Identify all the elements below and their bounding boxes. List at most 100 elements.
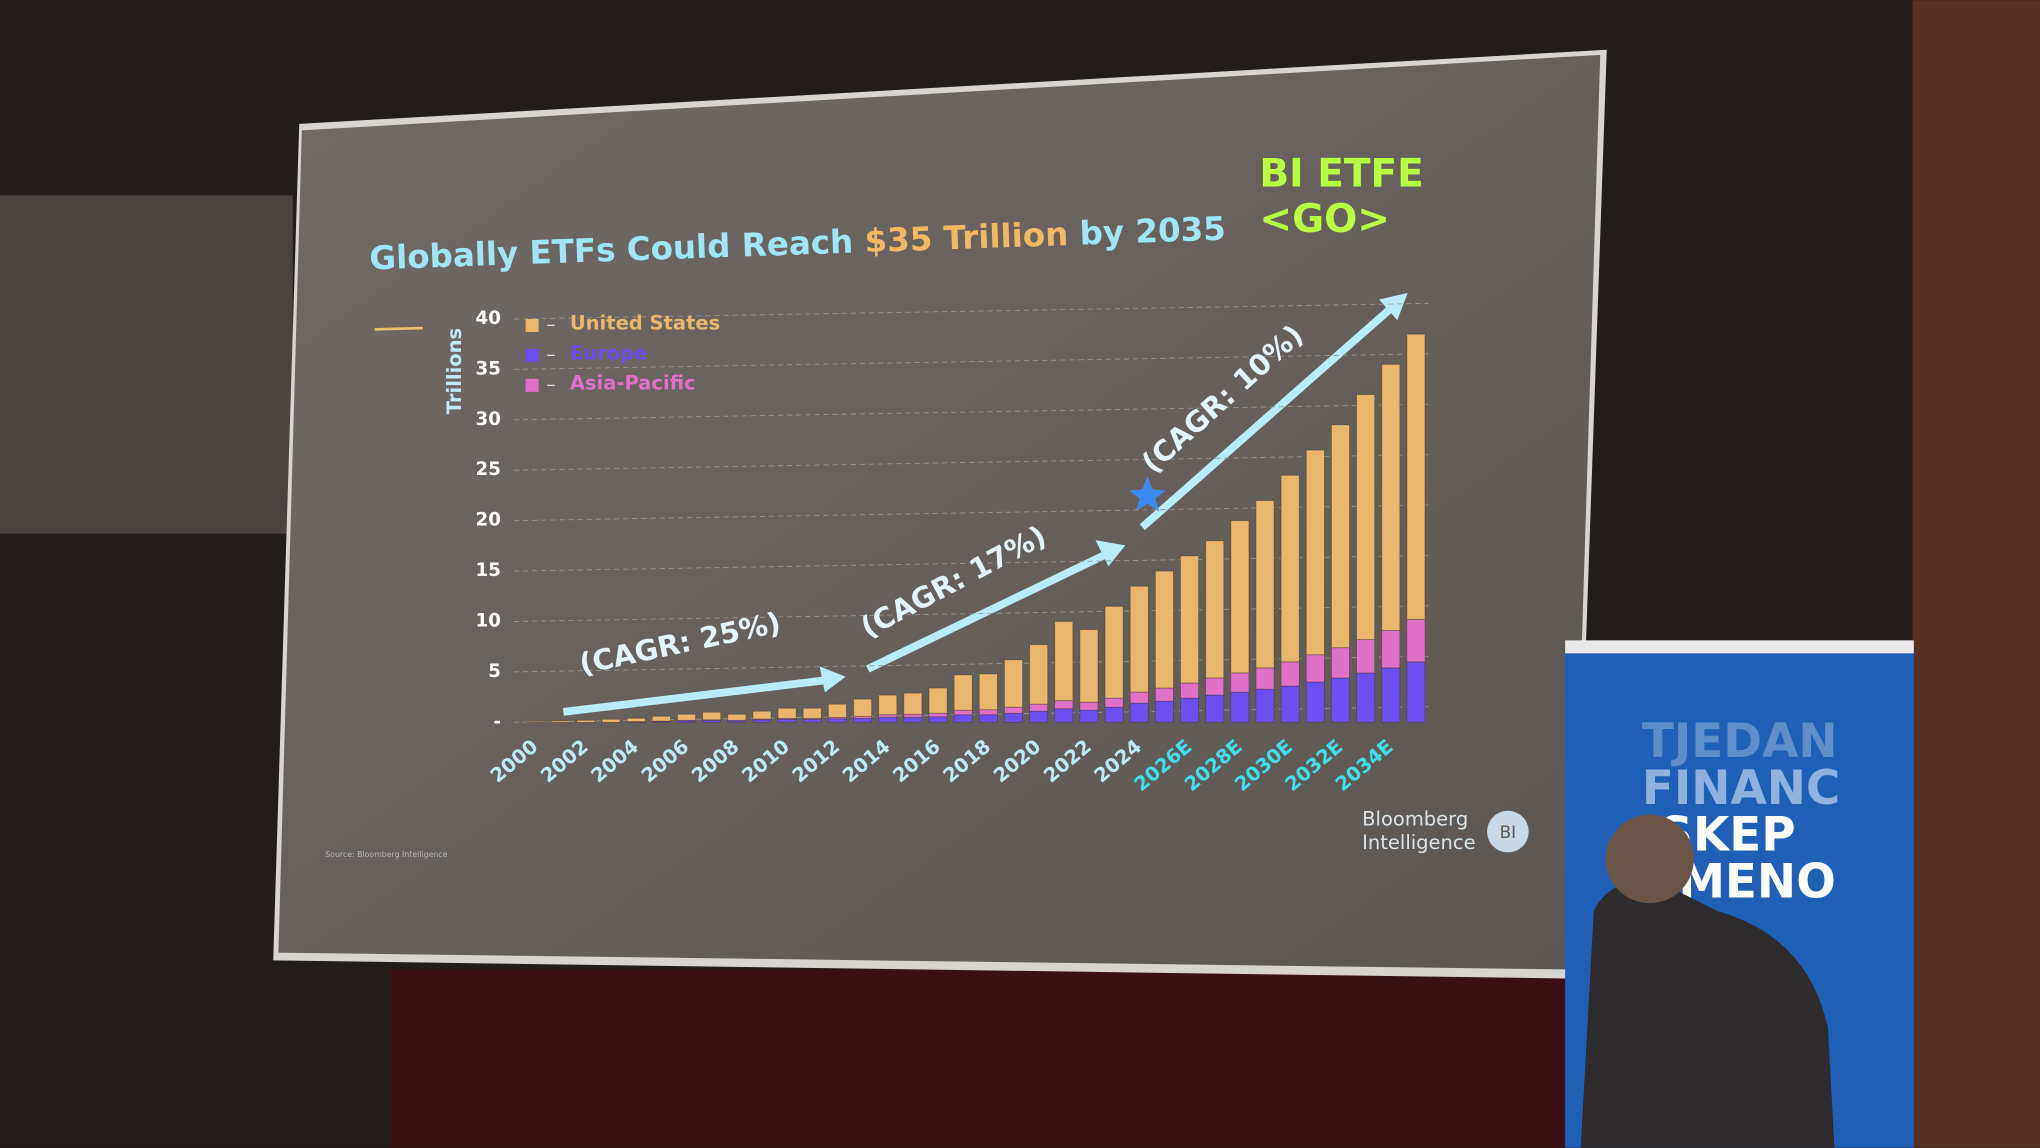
brick-wall — [1912, 0, 2040, 1148]
curtain — [390, 969, 1588, 1148]
bar-segment — [1079, 709, 1099, 723]
bar-segment — [1054, 700, 1074, 710]
bar-segment — [1205, 694, 1225, 723]
bar-segment — [827, 703, 847, 718]
bar-segment — [1255, 500, 1275, 669]
bar-segment — [1154, 570, 1174, 689]
logo-circle — [1487, 810, 1529, 853]
bar-segment — [1230, 672, 1250, 693]
bar-segment — [677, 713, 696, 721]
bar-segment — [777, 707, 797, 719]
y-tick-label: 20 — [476, 510, 501, 531]
y-tick-label: 35 — [476, 358, 501, 379]
legend-label: Asia-Pacific — [570, 372, 696, 395]
bar-segment — [1406, 333, 1426, 620]
grid-line — [513, 353, 1429, 370]
grid-line — [513, 655, 1429, 673]
bar-segment — [551, 720, 571, 723]
grid-line — [513, 454, 1429, 471]
bar-segment — [903, 713, 923, 718]
grid-line — [513, 555, 1429, 572]
bar-segment — [1331, 424, 1350, 649]
bar-segment — [626, 717, 646, 723]
bar-segment — [576, 719, 596, 723]
bar-segment — [827, 718, 847, 723]
bar-segment — [853, 717, 873, 723]
bar-segment — [702, 711, 722, 721]
bar-segment — [1154, 700, 1174, 723]
arrow — [1139, 304, 1395, 531]
bar-segment — [1029, 710, 1049, 723]
bar-segment — [1356, 672, 1376, 723]
bar-segment — [1054, 708, 1074, 723]
wall — [0, 195, 293, 534]
bar-segment — [1280, 661, 1300, 687]
bar-segment — [1004, 706, 1023, 714]
bar-segment — [1154, 687, 1174, 702]
bar-segment — [1180, 555, 1200, 684]
bar-segment — [1230, 691, 1250, 723]
legend-dash: – — [546, 374, 555, 395]
bar-segment — [601, 718, 621, 723]
bar-segment — [1129, 691, 1149, 704]
bar-segment — [1305, 449, 1325, 656]
source: Source: Bloomberg Intelligence — [325, 850, 447, 859]
bar-segment — [903, 692, 923, 715]
grid-line — [513, 302, 1429, 320]
logo-text: Intelligence — [1362, 831, 1475, 854]
legend-dash: – — [546, 315, 555, 336]
y-axis-label: Trillions — [443, 328, 466, 414]
bar-segment — [1381, 667, 1401, 723]
y-tick-label: 25 — [476, 459, 501, 480]
bar-segment — [1255, 667, 1275, 690]
bar-segment — [752, 710, 772, 720]
bar-segment — [903, 716, 923, 723]
bar-segment — [1004, 659, 1023, 708]
y-tick-label: 5 — [488, 661, 501, 682]
bar-segment — [1029, 644, 1049, 705]
banner-top — [1565, 640, 1914, 654]
bar-segment — [953, 709, 973, 716]
y-tick-label: 10 — [476, 610, 501, 631]
arrow-head — [819, 666, 846, 693]
bar-segment — [1331, 647, 1350, 679]
bar-segment — [1406, 619, 1426, 663]
presenter — [1580, 881, 1835, 1148]
legend-swatch — [525, 378, 539, 392]
bar-segment — [1205, 540, 1225, 679]
bar-segment — [1129, 702, 1149, 723]
bar-segment — [1079, 629, 1099, 703]
bar-segment — [802, 718, 822, 723]
arrow-head — [1095, 540, 1126, 567]
bar-segment — [1180, 697, 1200, 723]
legend-label: Europe — [570, 342, 647, 365]
decor-line — [374, 326, 423, 331]
bar-segment — [1356, 639, 1376, 674]
bar-segment — [1280, 685, 1300, 723]
logo-mark: BI — [1500, 822, 1517, 842]
logo-text: Bloomberg — [1362, 807, 1468, 830]
bar-segment — [1079, 701, 1099, 711]
screen — [278, 54, 1601, 970]
grid-line — [513, 403, 1429, 421]
title-part: by 2035 — [1079, 210, 1227, 253]
y-tick-label: 30 — [476, 409, 501, 430]
banner-text: TJEDAN FINANC ISKEP MENO — [1642, 715, 1840, 910]
bar-segment — [978, 709, 998, 716]
banner-line: MENO — [1678, 855, 1836, 909]
bar-segment — [928, 716, 948, 723]
bar-segment — [1004, 712, 1023, 723]
bar-segment — [978, 673, 998, 711]
arrow-head — [1379, 292, 1408, 321]
bar-segment — [878, 716, 898, 723]
arrow — [562, 675, 834, 716]
bar-segment — [1129, 585, 1149, 693]
bar-segment — [1331, 677, 1350, 723]
bar-segment — [1054, 621, 1074, 702]
presenter-head — [1605, 814, 1694, 904]
star — [1129, 476, 1166, 512]
bar-segment — [1305, 681, 1325, 723]
bar-segment — [878, 694, 898, 716]
bar-segment — [1205, 677, 1225, 696]
